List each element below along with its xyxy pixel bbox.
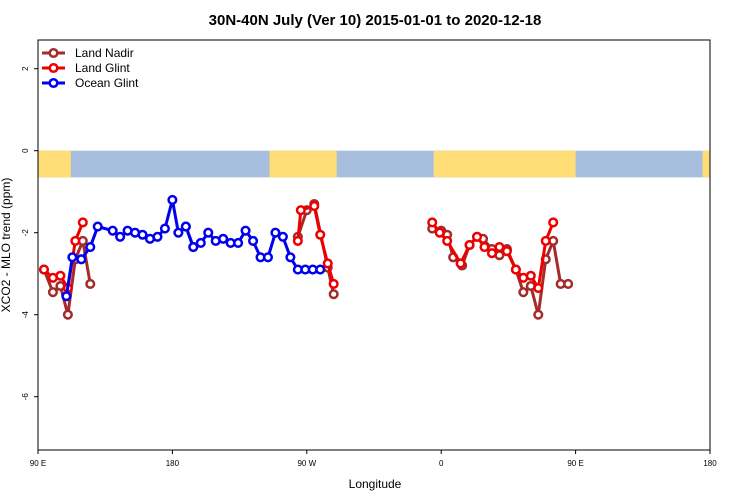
chart-title: 30N-40N July (Ver 10) 2015-01-01 to 2020…	[209, 12, 542, 29]
y-axis: 2 0 -2 -4 -6	[21, 66, 38, 400]
legend-marker	[48, 47, 59, 59]
y-axis-label: XCO2 - MLO trend (ppm)	[0, 178, 13, 313]
data-point	[328, 289, 339, 300]
data-point	[262, 252, 274, 263]
x-tick-label: 180	[703, 459, 717, 468]
data-point	[233, 237, 244, 248]
data-point	[203, 227, 214, 238]
map-land	[269, 150, 337, 178]
legend-label: Land Glint	[75, 61, 130, 75]
data-point	[159, 223, 170, 234]
data-point	[501, 246, 512, 257]
data-point	[167, 194, 178, 205]
series-land-glint	[38, 201, 559, 294]
x-tick-label: 90 W	[297, 459, 316, 468]
data-point	[471, 231, 483, 242]
data-point	[247, 235, 259, 246]
map-ocean	[38, 150, 710, 178]
data-point	[540, 235, 551, 246]
data-point	[70, 235, 81, 246]
data-point	[277, 231, 288, 242]
series-land-nadir	[38, 198, 574, 320]
y-tick-label: -4	[21, 311, 30, 319]
map-land	[433, 150, 576, 178]
x-tick-label: 90 E	[30, 459, 46, 468]
data-point	[61, 291, 72, 302]
data-point	[533, 309, 544, 320]
data-point	[442, 235, 453, 246]
data-point	[115, 231, 126, 242]
legend-item: Land Nadir	[42, 46, 134, 60]
data-point	[464, 239, 475, 251]
legend-marker	[48, 77, 59, 89]
data-point	[137, 229, 148, 240]
data-point	[510, 264, 521, 275]
data-point	[270, 227, 281, 238]
map-land	[702, 150, 710, 178]
data-point	[180, 221, 191, 232]
data-point	[525, 270, 536, 281]
data-point	[218, 233, 229, 244]
data-point	[47, 287, 58, 298]
legend-item: Ocean Glint	[42, 76, 139, 90]
legend-marker	[48, 62, 59, 74]
data-point	[240, 225, 251, 236]
data-point	[85, 278, 96, 290]
data-point	[533, 283, 544, 294]
data-point	[518, 287, 529, 298]
data-point	[92, 221, 103, 232]
data-point	[486, 248, 498, 259]
data-point	[315, 264, 326, 275]
data-point	[152, 231, 163, 242]
x-tick-label: 0	[439, 459, 444, 468]
data-point	[309, 201, 320, 212]
data-point	[455, 258, 466, 269]
legend-label: Ocean Glint	[75, 76, 139, 90]
data-point	[85, 242, 96, 253]
data-point	[107, 225, 118, 236]
legend-label: Land Nadir	[75, 46, 134, 60]
data-point	[77, 217, 88, 228]
y-tick-label: -6	[21, 393, 30, 401]
y-tick-label: 0	[21, 148, 30, 153]
y-tick-label: -2	[21, 229, 30, 237]
data-point	[328, 278, 339, 290]
data-point	[434, 227, 445, 238]
x-axis: 90 E 180 90 W 0 90 E 180	[30, 450, 717, 468]
x-axis-label: Longitude	[349, 477, 402, 491]
world-map-strip	[38, 150, 710, 178]
data-point	[479, 242, 490, 253]
data-point	[292, 235, 303, 246]
data-point	[322, 258, 333, 269]
x-tick-label: 180	[166, 459, 180, 468]
data-point	[295, 205, 306, 216]
data-point	[195, 237, 206, 248]
data-point	[67, 252, 78, 263]
data-point	[548, 217, 559, 228]
data-point	[62, 309, 73, 320]
map-land	[38, 150, 71, 178]
data-point	[76, 254, 87, 265]
plot-frame	[37, 39, 711, 451]
legend-item: Land Glint	[42, 61, 130, 75]
data-point	[173, 227, 184, 238]
data-point	[563, 278, 574, 290]
data-point	[38, 264, 50, 275]
x-tick-label: 90 E	[567, 459, 583, 468]
data-point	[315, 229, 326, 240]
data-point	[427, 217, 438, 228]
data-point	[494, 242, 505, 253]
y-tick-label: 2	[21, 66, 30, 71]
data-point	[55, 270, 66, 281]
data-point	[188, 242, 199, 253]
series-layer	[38, 194, 574, 320]
series-ocean-glint	[61, 194, 326, 302]
data-point	[285, 252, 296, 263]
